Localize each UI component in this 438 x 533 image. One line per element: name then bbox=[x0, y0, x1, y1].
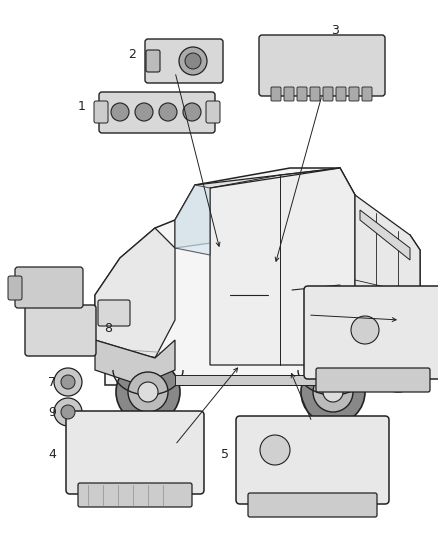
Circle shape bbox=[179, 47, 207, 75]
Polygon shape bbox=[175, 168, 355, 248]
Circle shape bbox=[111, 103, 129, 121]
Circle shape bbox=[54, 398, 82, 426]
Circle shape bbox=[384, 354, 412, 382]
Circle shape bbox=[138, 382, 158, 402]
Circle shape bbox=[185, 53, 201, 69]
FancyBboxPatch shape bbox=[304, 286, 438, 379]
FancyBboxPatch shape bbox=[349, 87, 359, 101]
Circle shape bbox=[374, 344, 422, 392]
Circle shape bbox=[260, 435, 290, 465]
FancyBboxPatch shape bbox=[8, 276, 22, 300]
Circle shape bbox=[159, 103, 177, 121]
Polygon shape bbox=[210, 168, 355, 365]
FancyBboxPatch shape bbox=[297, 87, 307, 101]
Text: 8: 8 bbox=[104, 321, 112, 335]
FancyBboxPatch shape bbox=[248, 493, 377, 517]
Circle shape bbox=[135, 103, 153, 121]
Polygon shape bbox=[95, 340, 175, 385]
Circle shape bbox=[61, 405, 75, 419]
Text: 3: 3 bbox=[331, 23, 339, 36]
FancyBboxPatch shape bbox=[66, 411, 204, 494]
Text: 2: 2 bbox=[128, 49, 136, 61]
FancyBboxPatch shape bbox=[236, 416, 389, 504]
Polygon shape bbox=[355, 195, 420, 365]
Text: 4: 4 bbox=[48, 448, 56, 462]
Circle shape bbox=[61, 375, 75, 389]
Circle shape bbox=[183, 103, 201, 121]
FancyBboxPatch shape bbox=[336, 87, 346, 101]
FancyBboxPatch shape bbox=[145, 39, 223, 83]
Polygon shape bbox=[175, 375, 355, 385]
FancyBboxPatch shape bbox=[271, 87, 281, 101]
FancyBboxPatch shape bbox=[99, 92, 215, 133]
Polygon shape bbox=[95, 168, 420, 385]
Circle shape bbox=[54, 368, 82, 396]
Text: 7: 7 bbox=[48, 376, 56, 389]
Polygon shape bbox=[175, 185, 210, 255]
FancyBboxPatch shape bbox=[259, 35, 385, 96]
FancyBboxPatch shape bbox=[206, 101, 220, 123]
FancyBboxPatch shape bbox=[98, 300, 130, 326]
Polygon shape bbox=[95, 228, 175, 358]
Circle shape bbox=[116, 360, 180, 424]
FancyBboxPatch shape bbox=[284, 87, 294, 101]
FancyBboxPatch shape bbox=[25, 305, 96, 356]
FancyBboxPatch shape bbox=[78, 483, 192, 507]
Text: 1: 1 bbox=[78, 101, 86, 114]
Circle shape bbox=[301, 360, 365, 424]
FancyBboxPatch shape bbox=[316, 368, 430, 392]
Text: 5: 5 bbox=[221, 448, 229, 462]
FancyBboxPatch shape bbox=[15, 267, 83, 308]
Text: 9: 9 bbox=[48, 406, 56, 418]
Circle shape bbox=[128, 372, 168, 412]
Circle shape bbox=[351, 316, 379, 344]
Polygon shape bbox=[360, 210, 410, 260]
FancyBboxPatch shape bbox=[310, 87, 320, 101]
Circle shape bbox=[313, 372, 353, 412]
Circle shape bbox=[323, 382, 343, 402]
FancyBboxPatch shape bbox=[362, 87, 372, 101]
FancyBboxPatch shape bbox=[146, 50, 160, 72]
FancyBboxPatch shape bbox=[94, 101, 108, 123]
FancyBboxPatch shape bbox=[323, 87, 333, 101]
